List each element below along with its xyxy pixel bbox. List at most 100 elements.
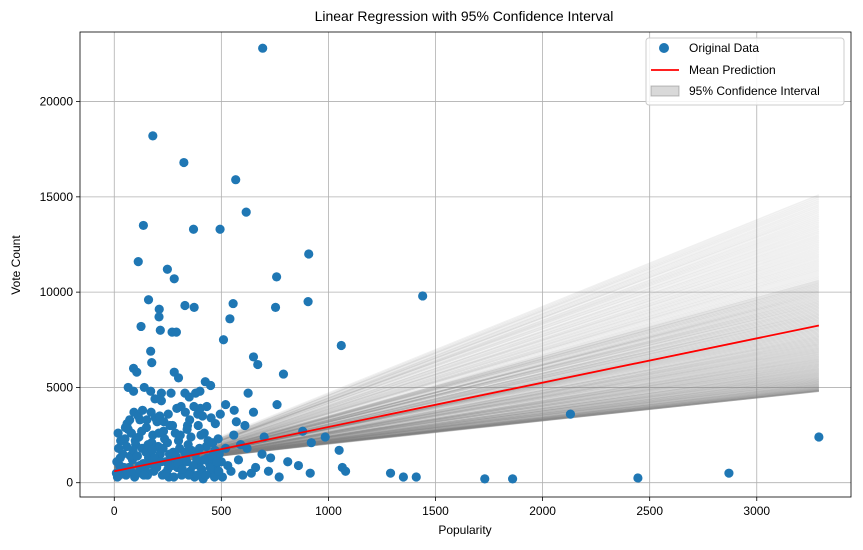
confidence-sample-line: [114, 378, 819, 470]
confidence-sample-line: [114, 390, 819, 467]
data-point: [130, 436, 140, 446]
legend-marker-original-data: [659, 43, 669, 53]
confidence-sample-line: [114, 314, 820, 476]
confidence-sample-line: [114, 332, 820, 473]
confidence-sample-line: [114, 249, 820, 480]
data-point: [169, 274, 179, 284]
data-point: [293, 460, 304, 471]
confidence-sample-line: [114, 327, 820, 474]
data-point: [179, 447, 190, 457]
confidence-sample-line: [114, 318, 820, 475]
confidence-sample-line: [114, 382, 819, 468]
data-point: [120, 434, 130, 444]
data-point: [508, 474, 518, 484]
confidence-sample-line: [114, 275, 820, 479]
data-point: [225, 314, 235, 324]
data-point: [166, 388, 176, 398]
confidence-sample-line: [114, 278, 820, 479]
confidence-sample-line: [114, 286, 820, 477]
confidence-sample-line: [114, 241, 820, 480]
confidence-sample-line: [114, 383, 819, 470]
confidence-sample-line: [114, 370, 819, 471]
confidence-sample-line: [114, 385, 819, 469]
confidence-sample-line: [114, 337, 820, 473]
data-point: [138, 220, 148, 231]
data-point: [171, 327, 181, 337]
data-point: [146, 346, 156, 356]
legend-marker-confidence-interval: [650, 85, 680, 97]
data-point: [143, 295, 154, 305]
data-point: [132, 451, 142, 461]
confidence-sample-line: [114, 326, 820, 474]
confidence-sample-line: [114, 373, 819, 470]
data-point: [156, 388, 166, 398]
confidence-sample-line: [114, 387, 819, 467]
confidence-sample-line: [114, 255, 820, 480]
data-point: [201, 470, 211, 480]
data-point: [195, 386, 205, 396]
confidence-sample-line: [114, 242, 820, 481]
confidence-sample-line: [114, 276, 820, 479]
confidence-sample-line: [114, 304, 820, 475]
confidence-sample-line: [114, 380, 819, 470]
confidence-sample-line: [114, 342, 820, 473]
confidence-sample-line: [114, 381, 819, 468]
x-tick-label: 1500: [422, 504, 449, 518]
confidence-sample-line: [114, 367, 819, 472]
x-tick-label: 3000: [743, 504, 770, 518]
confidence-band: [113, 194, 820, 483]
confidence-sample-line: [114, 289, 820, 478]
data-point: [146, 386, 156, 396]
data-point: [169, 472, 179, 482]
confidence-sample-line: [114, 389, 819, 466]
confidence-sample-line: [114, 379, 819, 468]
confidence-sample-line: [114, 349, 820, 471]
confidence-sample-line: [114, 356, 820, 473]
data-point: [272, 399, 282, 410]
confidence-sample-line: [114, 343, 820, 472]
mean-prediction-layer: [114, 324, 820, 473]
data-point: [229, 405, 239, 415]
grid-lines: [80, 32, 851, 497]
data-point: [197, 411, 208, 421]
data-point: [241, 207, 251, 217]
y-axis-title: Vote Count: [9, 235, 23, 295]
confidence-sample-line: [114, 248, 820, 480]
data-point: [136, 321, 146, 332]
data-point: [215, 224, 225, 234]
data-point: [248, 352, 259, 362]
confidence-sample-line: [114, 301, 820, 475]
data-point: [306, 438, 316, 448]
confidence-sample-line: [114, 366, 819, 470]
data-point: [270, 302, 281, 312]
data-point: [274, 472, 284, 482]
data-point: [228, 298, 238, 309]
confidence-sample-line: [114, 287, 820, 476]
y-tick-label: 10000: [40, 285, 74, 299]
data-point: [385, 468, 396, 478]
confidence-sample-line: [114, 273, 820, 479]
data-point: [156, 396, 166, 406]
confidence-sample-line: [114, 359, 819, 471]
confidence-sample-line: [114, 360, 819, 472]
data-point: [180, 407, 190, 417]
data-point: [125, 415, 135, 425]
confidence-sample-line: [114, 390, 819, 468]
data-point: [160, 468, 170, 478]
data-point: [266, 453, 276, 463]
confidence-sample-line: [114, 267, 820, 479]
x-tick-label: 500: [211, 504, 231, 518]
data-point: [334, 445, 344, 455]
confidence-sample-line: [114, 389, 819, 467]
legend-label-original-data: Original Data: [689, 41, 759, 55]
confidence-sample-line: [114, 357, 820, 473]
confidence-sample-line: [114, 350, 820, 472]
x-tick-label: 2000: [529, 504, 556, 518]
data-point: [229, 430, 239, 440]
confidence-sample-line: [114, 384, 819, 469]
confidence-sample-line: [114, 388, 819, 468]
data-point: [147, 445, 157, 455]
data-point: [154, 428, 164, 438]
confidence-sample-line: [114, 283, 820, 476]
